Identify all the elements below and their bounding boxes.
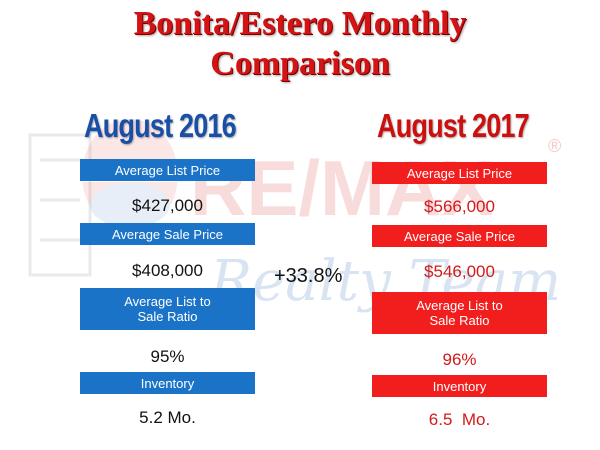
right-average-sale-price-value: $546,000 bbox=[424, 262, 495, 281]
right-inventory-label: Inventory bbox=[372, 375, 547, 397]
page-title-line-2: Comparison bbox=[210, 45, 390, 82]
page-title-line-1: Bonita/Estero Monthly bbox=[133, 5, 467, 42]
left-list-to-sale-ratio-value: 95% bbox=[150, 347, 185, 366]
right-average-list-price-value: $566,000 bbox=[424, 197, 495, 216]
left-inventory-label: Inventory bbox=[80, 372, 255, 394]
right-average-sale-price-label: Average Sale Price bbox=[372, 225, 547, 247]
right-list-to-sale-ratio-value: 96% bbox=[442, 350, 477, 369]
right-inventory-value: 6.5 Mo. bbox=[428, 410, 491, 429]
watermark-registered: ® bbox=[548, 136, 561, 156]
left-average-sale-price-label: Average Sale Price bbox=[80, 223, 255, 245]
left-average-sale-price-value: $408,000 bbox=[132, 261, 203, 280]
year-heading-2016: August 2016 bbox=[84, 107, 237, 144]
left-average-list-price-value: $427,000 bbox=[132, 196, 203, 215]
left-inventory-value: 5.2 Mo. bbox=[139, 408, 196, 427]
percent-change: +33.8% bbox=[274, 265, 343, 287]
right-average-list-price-label: Average List Price bbox=[372, 162, 547, 184]
right-list-to-sale-ratio-label: Average List to Sale Ratio bbox=[372, 292, 547, 334]
year-heading-2017: August 2017 bbox=[377, 107, 530, 144]
left-average-list-price-label: Average List Price bbox=[80, 159, 255, 181]
left-list-to-sale-ratio-label: Average List to Sale Ratio bbox=[80, 288, 255, 330]
watermark-brand: RE/MAX bbox=[190, 144, 493, 232]
